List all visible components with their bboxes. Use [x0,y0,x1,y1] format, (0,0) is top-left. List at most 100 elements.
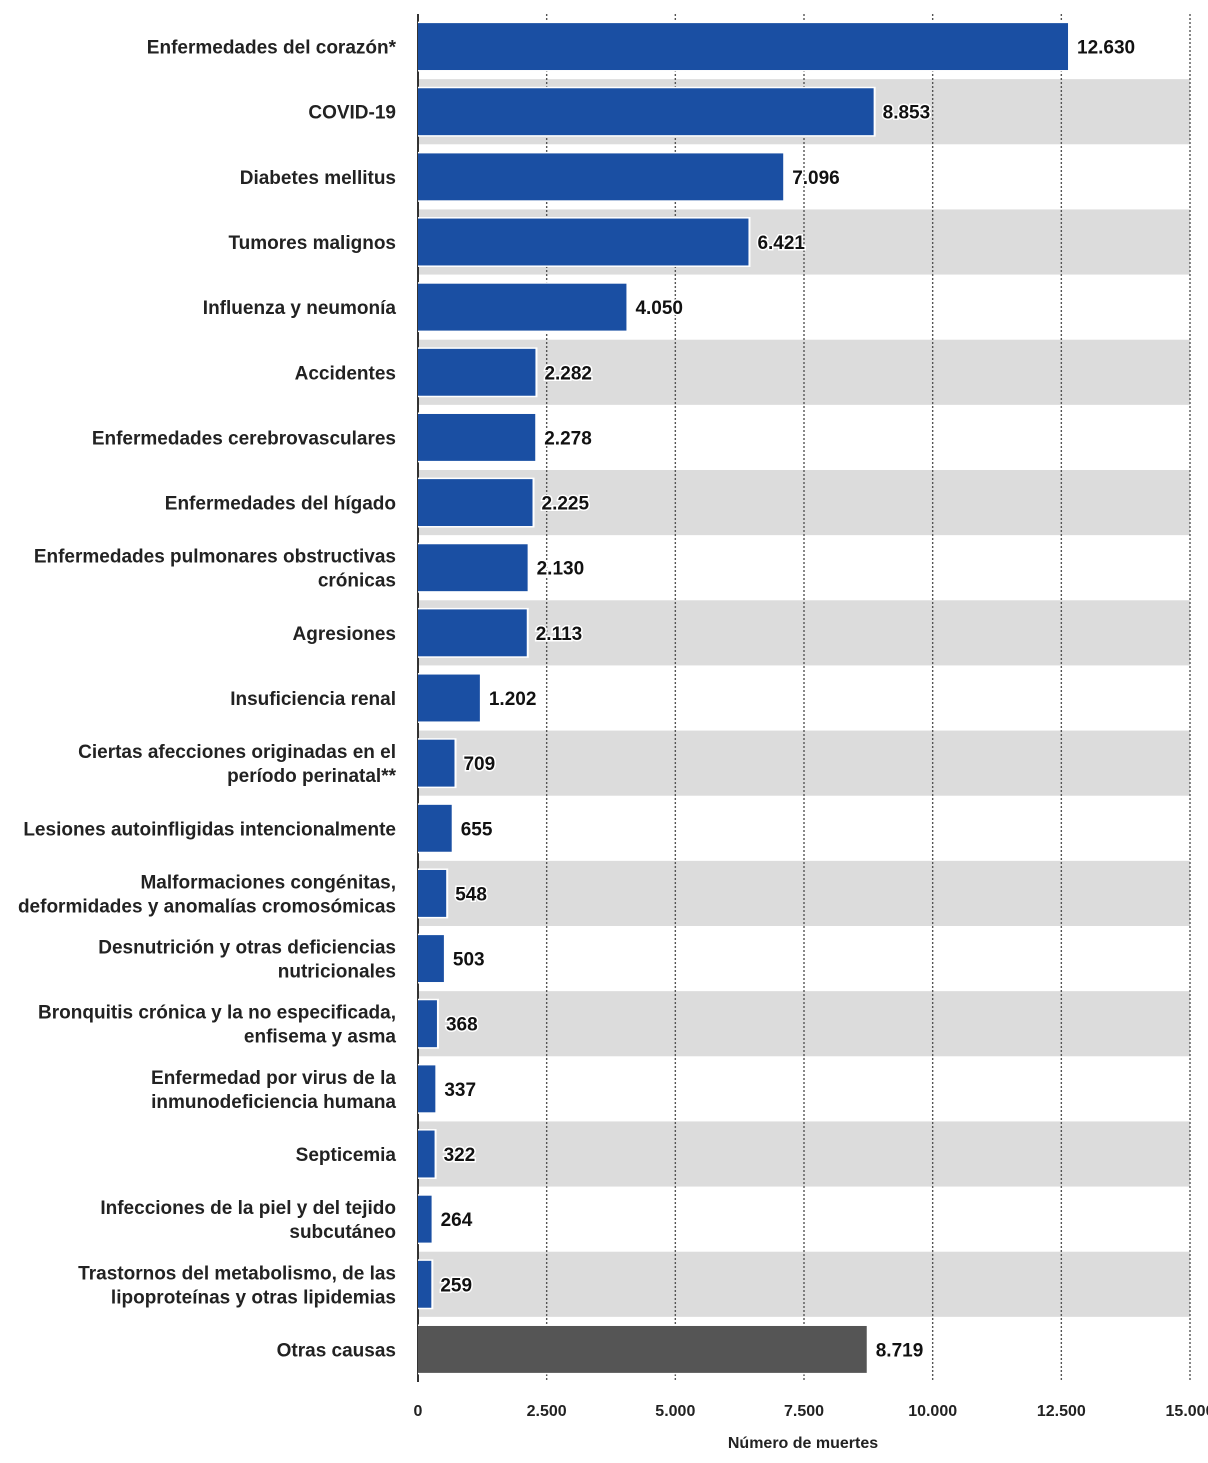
category-label-line: Enfermedades cerebrovasculares [92,428,396,449]
bar [418,935,444,983]
category-label: Enfermedades cerebrovasculares [92,428,396,449]
data-label: 368 [446,1015,478,1036]
bar [418,1195,432,1243]
category-label: Desnutrición y otras deficiencias nutrici… [98,938,396,983]
data-label: 548 [455,884,487,905]
category-label: Septicemia [296,1145,397,1166]
data-label: 264 [441,1210,473,1231]
data-label: 8.853 [883,103,931,124]
x-tick-label: 2.500 [527,1403,567,1420]
x-tick-label: 7.500 [784,1403,824,1420]
category-label: COVID-19 [308,103,396,124]
x-tick-label: 15.000 [1166,1403,1208,1420]
bar [418,1000,437,1048]
data-label: 2.225 [542,494,590,515]
category-label: Enfermedades del corazón* [147,38,397,59]
category-label: Bronquitis crónica y la no especificada,… [38,1003,396,1048]
bar [418,1260,432,1308]
x-tick-labels: 0 2.500 5.000 7.500 10.000 12.500 15.000 [414,1403,1208,1420]
category-label-line: Insuficiencia renal [230,689,396,710]
category-label-line: COVID-19 [308,103,396,124]
category-label-line: Infecciones de la piel y del tejido [100,1198,396,1219]
category-label-line: Trastornos del metabolismo, de las [78,1263,396,1284]
category-label: Otras causas [277,1340,396,1361]
data-label: 709 [463,754,495,775]
category-label: Diabetes mellitus [240,168,396,189]
x-tick-label: 0 [414,1403,423,1420]
category-label-line: nutricionales [278,962,396,983]
data-label: 503 [453,950,485,971]
data-label: 6.421 [757,233,805,254]
category-label: Lesiones autoinfligidas intencionalmente [23,819,396,840]
bar [418,1130,435,1178]
category-label-line: enfisema y asma [244,1027,397,1048]
category-label-line: crónicas [318,571,396,592]
category-label-line: Enfermedades pulmonares obstructivas [34,547,396,568]
category-label-line: Accidentes [295,363,396,384]
category-label: Agresiones [293,624,396,645]
bar [418,283,627,331]
bar [418,544,528,592]
x-axis-title: Número de muertes [728,1435,878,1452]
category-label: Infecciones de la piel y del tejido subcu… [100,1198,396,1243]
category-labels: Enfermedades del corazón* COVID-19 Diabete… [18,38,397,1362]
data-label: 655 [461,819,493,840]
category-label: Insuficiencia renal [230,689,396,710]
bar [418,23,1069,71]
bar [418,674,480,722]
category-label-line: Enfermedades del corazón* [147,38,397,59]
bar [418,348,536,396]
category-label: Malformaciones congénitas, deformidades y… [18,872,396,917]
category-label-line: Enfermedad por virus de la [151,1068,396,1089]
category-label-line: Desnutrición y otras deficiencias [98,938,396,959]
bars [418,21,1071,1375]
category-label-line: Otras causas [277,1340,396,1361]
category-label: Trastornos del metabolismo, de las lipopr… [78,1263,396,1308]
bar [418,88,874,136]
category-label: Enfermedades del hígado [165,494,396,515]
category-label-line: deformidades y anomalías cromosómicas [18,896,396,917]
bar [418,804,452,852]
bar [418,609,527,657]
category-label-line: Influenza y neumonía [203,298,397,319]
data-label: 12.630 [1077,38,1135,59]
category-label: Influenza y neumonía [203,298,397,319]
data-label: 4.050 [635,298,683,319]
category-label: Accidentes [295,363,396,384]
category-label-line: Septicemia [296,1145,397,1166]
x-tick-label: 10.000 [908,1403,957,1420]
category-label-line: Tumores malignos [228,233,396,254]
data-label: 1.202 [489,689,537,710]
category-label-line: inmunodeficiencia humana [151,1092,396,1113]
bar [418,739,455,787]
category-label-line: Bronquitis crónica y la no especificada, [38,1003,396,1024]
data-label: 2.278 [544,428,592,449]
bar [418,218,749,266]
bar [418,413,536,461]
data-label: 259 [440,1275,472,1296]
category-label-line: Ciertas afecciones originadas en el [78,742,396,763]
category-label-line: lipoproteínas y otras lipidemias [111,1287,396,1308]
data-label: 337 [444,1080,476,1101]
bar [418,869,447,917]
category-label: Enfermedades pulmonares obstructivas crón… [34,547,396,592]
data-label: 322 [444,1145,476,1166]
bar [418,1065,436,1113]
data-label: 2.282 [544,363,592,384]
category-label-line: Lesiones autoinfligidas intencionalmente [23,819,396,840]
bar [418,153,784,201]
category-label: Enfermedad por virus de la inmunodeficien… [151,1068,396,1113]
category-label-line: Malformaciones congénitas, [140,872,396,893]
category-label-line: Enfermedades del hígado [165,494,396,515]
data-label: 8.719 [876,1340,924,1361]
x-tick-label: 5.000 [655,1403,695,1420]
x-tick-label: 12.500 [1037,1403,1086,1420]
bar [418,479,533,527]
data-label: 2.113 [536,624,583,645]
category-label-line: Diabetes mellitus [240,168,396,189]
data-label: 7.096 [792,168,840,189]
category-label-line: Agresiones [293,624,396,645]
category-label-line: período perinatal** [227,766,397,787]
category-label: Tumores malignos [228,233,396,254]
